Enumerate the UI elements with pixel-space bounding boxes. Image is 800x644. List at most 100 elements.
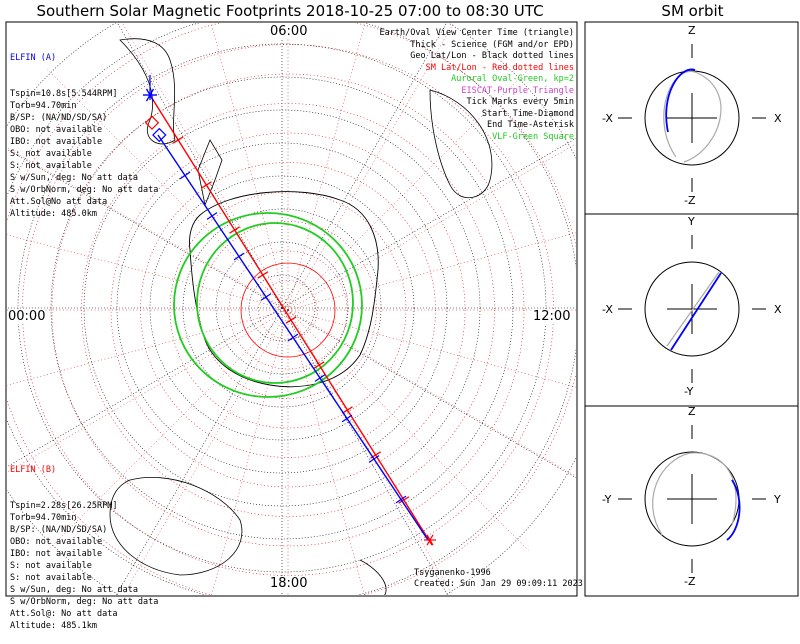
elfin-a-line: Att.Sol@No att data xyxy=(10,197,108,207)
auroral-oval-outer xyxy=(173,212,363,398)
orbit-axis-label-top: Z xyxy=(688,405,696,418)
sm-lon-line xyxy=(47,309,289,551)
polar-map xyxy=(7,23,576,595)
track-b-tick xyxy=(398,496,410,504)
time-label-right: 12:00 xyxy=(533,309,571,324)
track-b-tick xyxy=(172,136,184,144)
auroral-oval-inner xyxy=(196,222,354,384)
track-b-tick xyxy=(285,316,297,324)
legend-entry: End Time-Asterisk xyxy=(487,120,574,130)
orbit-path-a xyxy=(670,272,722,351)
sm-lat-circle xyxy=(51,73,525,547)
orbit-axis-label-bottom: -Z xyxy=(684,194,696,207)
sm-lon-line xyxy=(287,69,529,311)
elfin-a-line: S: not available xyxy=(10,149,92,159)
map-content xyxy=(7,23,576,595)
track-a-tick xyxy=(341,414,353,423)
sm-lat-circle xyxy=(258,280,318,340)
track-a-tick xyxy=(233,252,245,261)
elfin-b-line: Torb=94.70min xyxy=(10,513,77,523)
legend-entry: Tick Marks every 5min xyxy=(466,97,574,107)
elfin-a-line: OBO: not available xyxy=(10,125,103,135)
orbit-path-b xyxy=(663,70,722,163)
time-label-left: 00:00 xyxy=(8,309,46,324)
sm-lon-line xyxy=(122,23,289,311)
sm-lon-line xyxy=(7,309,289,473)
sm-lon-line xyxy=(287,23,454,311)
legend-entry: Thick - Science (FGM and/or EPD) xyxy=(410,39,574,50)
track-a-tick xyxy=(314,374,326,382)
orbit-title: SM orbit xyxy=(661,2,724,20)
orbit-axis-label-left: -X xyxy=(602,303,613,316)
sm-lon-line xyxy=(7,309,289,386)
elfin-a-line: Altitude: 485.0km xyxy=(10,209,97,219)
orbit-path-b xyxy=(652,452,737,536)
track-b-tick xyxy=(313,361,325,369)
track-a-tick xyxy=(395,495,407,504)
elfin-a-line: Tspin=10.8s[5.544RPM] xyxy=(10,89,118,99)
orbit-panels xyxy=(618,44,766,573)
orbit-axis-label-right: Y xyxy=(774,493,781,506)
track-b-start-diamond xyxy=(144,115,160,130)
elfin-b-line: S w/Sun, deg: No att data xyxy=(10,585,138,595)
legend-entry: EISCAT-Purple Triangle xyxy=(461,85,574,96)
elfin-b-line: S: not available xyxy=(10,573,92,583)
track-b-tick xyxy=(200,181,212,189)
newzealand-coast xyxy=(359,559,387,595)
legend: Earth/Oval View Center Time (triangle) Th… xyxy=(380,28,574,143)
sm-lon-line xyxy=(7,234,289,311)
track-b-tick xyxy=(341,406,353,414)
orbit-earth-circle xyxy=(644,261,740,357)
track-b-tick xyxy=(229,226,241,234)
track-a-tick xyxy=(368,455,380,463)
track-a-tick xyxy=(260,293,272,301)
orbit-path-b xyxy=(666,271,720,347)
orbit-axis-label-top: Y xyxy=(688,215,695,228)
elfin-b-line: Tspin=2.28s[26.25RPM] xyxy=(10,501,118,511)
sm-pole-circle xyxy=(240,262,336,358)
map-frame xyxy=(5,21,578,597)
sm-lon-line xyxy=(210,23,289,311)
elfin-a-lines: Tspin=10.8s[5.544RPM] Torb=94.70min B/SP: … xyxy=(10,88,158,220)
footer: Tsyganenko-1996 Created: Sun Jan 29 09:0… xyxy=(414,568,583,590)
sm-lon-line xyxy=(287,309,529,551)
track-a-tick xyxy=(206,212,218,220)
geo-lon-line xyxy=(281,307,449,595)
elfin-b-line: IBO: not available xyxy=(10,549,103,559)
track-a-tick xyxy=(287,333,299,342)
elfin-b-info: ELFIN (B) Tspin=2.28s[26.25RPM] Torb=94.7… xyxy=(10,440,158,644)
legend-entry: VLF-Green Square xyxy=(492,131,574,142)
elfin-b-line: B/SP: (NA/ND/SD/SA) xyxy=(10,525,108,535)
track-a-start-diamond xyxy=(152,127,167,143)
elfin-b-line: Altitude: 485.1km xyxy=(10,621,97,631)
elfin-b-line: OBO: not available xyxy=(10,537,103,547)
figure-canvas xyxy=(5,21,799,597)
sm-lat-circle xyxy=(169,191,407,429)
sm-lat-circle xyxy=(110,132,466,488)
legend-entry: Geo Lat/Lon - Black dotted lines xyxy=(410,51,574,61)
sm-lon-line xyxy=(211,309,289,595)
created-label: Created: Sun Jan 29 09:09:11 2023 xyxy=(414,579,583,589)
orbit-path-a xyxy=(726,479,741,541)
sm-lon-line xyxy=(287,309,453,595)
elfin-b-line: S: not available xyxy=(10,561,92,571)
model-label: Tsyganenko-1996 xyxy=(414,568,491,578)
sm-lon-line xyxy=(287,309,576,388)
south-america-coast xyxy=(119,38,176,145)
legend-entry: SM Lat/Lon - Red dotted lines xyxy=(425,62,574,73)
orbit-axis-label-right: X xyxy=(774,303,782,316)
elfin-a-line: S w/OrbNorm, deg: No att data xyxy=(10,185,159,195)
time-label-top: 06:00 xyxy=(270,24,308,39)
orbit-axis-label-right: X xyxy=(774,112,782,125)
sm-lon-line xyxy=(287,309,576,477)
legend-entry: Start Time-Diamond xyxy=(481,108,574,119)
sm-lon-line xyxy=(287,23,366,311)
track-b-end-asterisk xyxy=(426,534,434,546)
elfin-a-name: ELFIN (A) xyxy=(10,53,57,63)
track-a-tick xyxy=(179,171,191,180)
elfin-a-line: Torb=94.70min xyxy=(10,101,77,111)
orbit-path-a xyxy=(665,68,696,133)
plot-title: Southern Solar Magnetic Footprints 2018-… xyxy=(36,2,544,20)
track-b-tick xyxy=(257,271,269,279)
orbit-axis-label-left: -Y xyxy=(602,493,612,506)
